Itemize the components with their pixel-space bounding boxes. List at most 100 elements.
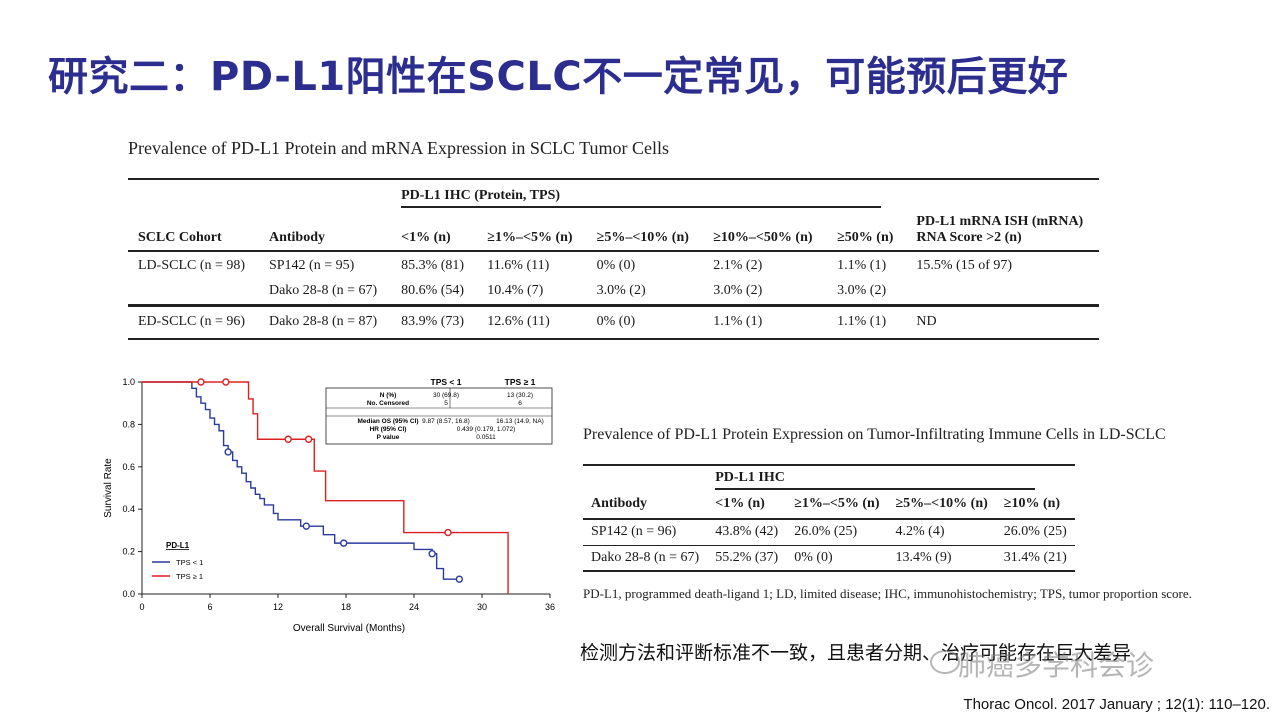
table-cell: 1.1% (1): [837, 257, 887, 273]
table-cell: 10.4% (7): [487, 283, 544, 299]
table-cell: Dako 28-8 (n = 87): [268, 314, 378, 330]
km-censor-mark: [428, 550, 436, 558]
inset-cell: 30 (69.8): [433, 392, 459, 399]
watermark: 肺癌多学科会诊: [958, 649, 1155, 682]
table-cell: SP142 (n = 95): [268, 257, 355, 273]
km-chart: 0 6 12 18 24 30 36 0.0 0.2 0.4 0.6 0.8 1.0 TPS < 1 T…: [100, 368, 570, 638]
table1-caption: Prevalence of PD-L1 Protein and mRNA Exp…: [128, 138, 669, 158]
km-censor-mark: [284, 435, 292, 443]
table1-header-mrna-line2: RNA Score >2 (n): [916, 230, 1022, 245]
table-cell: 3.0% (2): [596, 283, 646, 299]
citation: Thorac Oncol. 2017 January ; 12(1): 110–…: [963, 696, 1270, 713]
table-cell: Dako 28-8 (n = 67): [591, 549, 700, 565]
inset-row-label: N (%): [380, 392, 397, 399]
table-cell: 0% (0): [596, 257, 636, 273]
table2-caption: Prevalence of PD-L1 Protein Expression o…: [583, 426, 1166, 443]
inset-cell: 13 (30.2): [507, 392, 533, 399]
km-y-tick-label: 0.4: [122, 504, 135, 514]
table-cell: 1.1% (1): [713, 314, 763, 330]
km-censor-mark: [222, 378, 230, 386]
table2-footnote: PD-L1, programmed death-ligand 1; LD, li…: [583, 586, 1192, 601]
table-cell: SP142 (n = 96): [591, 524, 677, 540]
table1: PD-L1 IHC (Protein, TPS) SCLC Cohort Ant…: [128, 178, 1099, 340]
km-y-tick-label: 1.0: [122, 377, 135, 387]
legend-label-tps-ge1: TPS ≥ 1: [176, 572, 203, 581]
table-cell: 83.9% (73): [401, 314, 465, 330]
table-cell: 31.4% (21): [1003, 549, 1067, 565]
table-cell: 12.6% (11): [487, 314, 550, 330]
legend-label-tps-lt1: TPS < 1: [176, 558, 203, 567]
km-censor-mark: [444, 528, 452, 537]
table2-header-1to5: ≥1%–<5% (n): [794, 496, 880, 511]
inset-cell: 5: [444, 400, 448, 407]
table2-header-5to10: ≥5%–<10% (n): [895, 496, 988, 511]
table-cell: 26.0% (25): [794, 524, 858, 540]
table2: PD-L1 IHC Antibody <1% (n) ≥1%–<5% (n) ≥…: [583, 464, 1075, 572]
km-x-tick-label: 18: [341, 602, 351, 612]
km-x-tick-label: 30: [477, 602, 487, 612]
inset-header-ge1: TPS ≥ 1: [505, 377, 536, 387]
table-cell: 55.2% (37): [715, 549, 779, 565]
km-censor-mark: [455, 575, 464, 583]
inset-row-label: P value: [377, 434, 400, 441]
table-row: ED-SCLC (n = 96) Dako 28-8 (n = 87) 83.9…: [128, 305, 1099, 339]
table-cell: 43.8% (42): [715, 524, 779, 540]
inset-header-lt1: TPS < 1: [431, 377, 462, 387]
table1-group-header: PD-L1 IHC (Protein, TPS): [401, 188, 882, 208]
inset-cell: 9.87 (8.57, 16.8): [422, 418, 470, 425]
km-inset-table: TPS < 1 TPS ≥ 1 N (%) 30 (69.8) 13 (30.2) N…: [325, 377, 553, 445]
table-cell: 1.1% (1): [837, 314, 887, 330]
km-chart-svg: 0 6 12 18 24 30 36 0.0 0.2 0.4 0.6 0.8 1.0 TPS < 1 T…: [103, 377, 555, 634]
table1-header-5to10: ≥5%–<10% (n): [596, 230, 689, 245]
km-x-tick-label: 0: [139, 602, 144, 612]
table-row: LD-SCLC (n = 98) SP142 (n = 95) 85.3% (8…: [128, 251, 1099, 279]
table1-header-lt1: <1% (n): [401, 230, 451, 245]
table1-header-cohort: SCLC Cohort: [138, 230, 222, 245]
table-cell: [906, 279, 1099, 305]
chinese-note: 检测方法和评断标准不一致，且患者分期、治疗可能存在巨大差异: [580, 642, 1132, 664]
slide-title: 研究二：PD-L1阳性在SCLC不一定常见，可能预后更好: [48, 54, 1069, 100]
table-row: SP142 (n = 96) 43.8% (42) 26.0% (25) 4.2…: [583, 519, 1075, 545]
table-cell: LD-SCLC (n = 98): [138, 257, 246, 273]
wechat-icon: [930, 650, 960, 674]
km-legend: PD-L1 TPS < 1 TPS ≥ 1: [152, 541, 203, 581]
inset-row-label: No. Censored: [367, 400, 409, 407]
table-cell: 13.4% (9): [895, 549, 952, 565]
table-cell: 11.6% (11): [487, 257, 550, 273]
km-censor-mark: [302, 522, 311, 530]
km-censor-mark: [340, 539, 348, 547]
table2-header-antibody: Antibody: [591, 496, 648, 511]
table-cell: 85.3% (81): [401, 257, 465, 273]
table-cell: 4.2% (4): [895, 524, 945, 540]
table-cell: 0% (0): [596, 314, 636, 330]
table2-header-ge10: ≥10% (n): [1003, 496, 1061, 511]
km-x-tick-label: 6: [207, 602, 212, 612]
table-cell: 3.0% (2): [837, 283, 887, 299]
km-x-axis-label: Overall Survival (Months): [293, 623, 405, 634]
km-x-tick-label: 36: [545, 602, 555, 612]
inset-cell: 16.13 (14.9, NA): [496, 418, 544, 425]
table-cell: ED-SCLC (n = 96): [138, 314, 246, 330]
table1-header-ge50: ≥50% (n): [837, 230, 894, 245]
inset-row-label: Median OS (95% CI): [357, 418, 418, 425]
table-cell: 26.0% (25): [1003, 524, 1067, 540]
km-y-axis-label: Survival Rate: [103, 458, 114, 518]
table-cell: 0% (0): [794, 549, 833, 565]
km-x-tick-label: 12: [273, 602, 283, 612]
table1-header-mrna: PD-L1 mRNA ISH (mRNA) RNA Score >2 (n): [906, 208, 1099, 251]
inset-cell: 0.0511: [476, 434, 496, 441]
table-cell: 3.0% (2): [713, 283, 763, 299]
table-cell: 2.1% (2): [713, 257, 763, 273]
table-row: Dako 28-8 (n = 67) 55.2% (37) 0% (0) 13.…: [583, 545, 1075, 571]
table-cell: 80.6% (54): [401, 283, 465, 299]
table2-group-header: PD-L1 IHC: [715, 470, 1036, 490]
km-y-tick-label: 0.6: [122, 462, 135, 472]
table-row: Dako 28-8 (n = 67) 80.6% (54) 10.4% (7) …: [128, 279, 1099, 305]
km-y-tick-label: 0.8: [122, 419, 135, 429]
inset-cell: 6: [518, 400, 522, 407]
km-censor-mark: [197, 378, 205, 386]
km-censor-mark: [224, 448, 232, 456]
table-cell: Dako 28-8 (n = 67): [268, 283, 378, 299]
table1-header-antibody: Antibody: [268, 230, 325, 245]
km-censor-mark: [304, 435, 313, 443]
